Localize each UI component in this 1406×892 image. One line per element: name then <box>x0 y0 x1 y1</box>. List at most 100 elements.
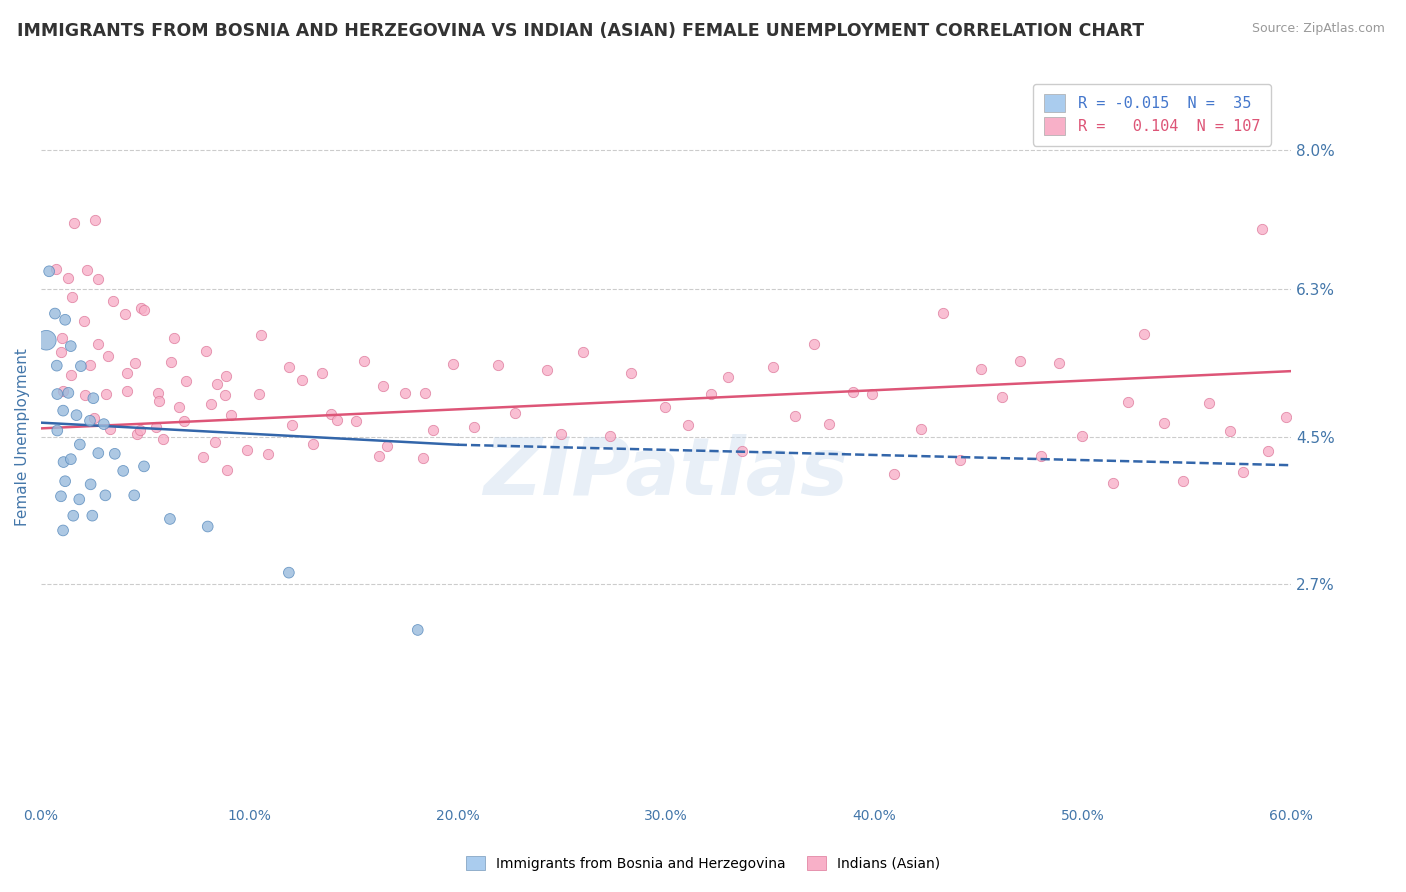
Point <box>277 359 299 374</box>
Point <box>731 443 754 458</box>
Point <box>145 420 167 434</box>
Point <box>1275 409 1298 424</box>
Point <box>1250 222 1272 236</box>
Point <box>221 408 243 422</box>
Point <box>76 263 98 277</box>
Point <box>44 307 66 321</box>
Point <box>112 464 135 478</box>
Point <box>1047 356 1070 370</box>
Point <box>195 344 218 359</box>
Point <box>413 385 436 400</box>
Point <box>486 358 509 372</box>
Point <box>654 400 676 414</box>
Point <box>35 333 58 347</box>
Point <box>373 379 395 393</box>
Point <box>441 357 464 371</box>
Point <box>167 401 190 415</box>
Point <box>97 349 120 363</box>
Point <box>841 384 863 399</box>
Point <box>53 474 76 488</box>
Point <box>79 414 101 428</box>
Point <box>200 397 222 411</box>
Point <box>860 387 883 401</box>
Point <box>128 423 150 437</box>
Point <box>1257 444 1279 458</box>
Point <box>67 492 90 507</box>
Point <box>550 426 572 441</box>
Point <box>250 327 273 342</box>
Point <box>1132 326 1154 341</box>
Point <box>174 374 197 388</box>
Point <box>79 359 101 373</box>
Point <box>59 452 82 467</box>
Point <box>173 414 195 428</box>
Point <box>62 508 84 523</box>
Point <box>970 362 993 376</box>
Point <box>60 368 83 382</box>
Point <box>236 442 259 457</box>
Point <box>257 447 280 461</box>
Point <box>783 409 806 424</box>
Point <box>375 439 398 453</box>
Point <box>60 290 83 304</box>
Point <box>163 331 186 345</box>
Point <box>394 385 416 400</box>
Point <box>1219 424 1241 438</box>
Point <box>152 432 174 446</box>
Point <box>122 488 145 502</box>
Text: Source: ZipAtlas.com: Source: ZipAtlas.com <box>1251 22 1385 36</box>
Point <box>536 363 558 377</box>
Point <box>204 434 226 449</box>
Point <box>1198 396 1220 410</box>
Point <box>599 429 621 443</box>
Legend: R = -0.015  N =  35, R =   0.104  N = 107: R = -0.015 N = 35, R = 0.104 N = 107 <box>1033 84 1271 145</box>
Point <box>132 303 155 318</box>
Point <box>699 386 721 401</box>
Point <box>148 394 170 409</box>
Point <box>1153 417 1175 431</box>
Text: IMMIGRANTS FROM BOSNIA AND HERZEGOVINA VS INDIAN (ASIAN) FEMALE UNEMPLOYMENT COR: IMMIGRANTS FROM BOSNIA AND HERZEGOVINA V… <box>17 22 1144 40</box>
Point <box>406 623 429 637</box>
Point <box>949 452 972 467</box>
Point <box>94 386 117 401</box>
Point <box>422 423 444 437</box>
Point <box>94 488 117 502</box>
Point <box>803 337 825 351</box>
Point <box>45 262 67 277</box>
Point <box>353 354 375 368</box>
Point <box>247 387 270 401</box>
Point <box>115 367 138 381</box>
Legend: Immigrants from Bosnia and Herzegovina, Indians (Asian): Immigrants from Bosnia and Herzegovina, … <box>460 850 946 876</box>
Point <box>73 314 96 328</box>
Point <box>70 359 93 373</box>
Point <box>132 459 155 474</box>
Point <box>1029 449 1052 463</box>
Point <box>344 414 367 428</box>
Point <box>52 455 75 469</box>
Point <box>45 359 67 373</box>
Point <box>87 337 110 351</box>
Point <box>1071 428 1094 442</box>
Point <box>412 451 434 466</box>
Point <box>910 422 932 436</box>
Point <box>159 512 181 526</box>
Point <box>281 417 304 432</box>
Point <box>98 421 121 435</box>
Point <box>52 403 75 417</box>
Point <box>214 388 236 402</box>
Point <box>52 524 75 538</box>
Point <box>46 424 69 438</box>
Point <box>620 366 643 380</box>
Point <box>84 212 107 227</box>
Point <box>1101 476 1123 491</box>
Point <box>676 417 699 432</box>
Point <box>87 446 110 460</box>
Point <box>277 566 299 580</box>
Point <box>83 411 105 425</box>
Point <box>932 306 955 320</box>
Point <box>197 519 219 533</box>
Point <box>53 312 76 326</box>
Point <box>1171 474 1194 488</box>
Point <box>49 489 72 503</box>
Point <box>125 427 148 442</box>
